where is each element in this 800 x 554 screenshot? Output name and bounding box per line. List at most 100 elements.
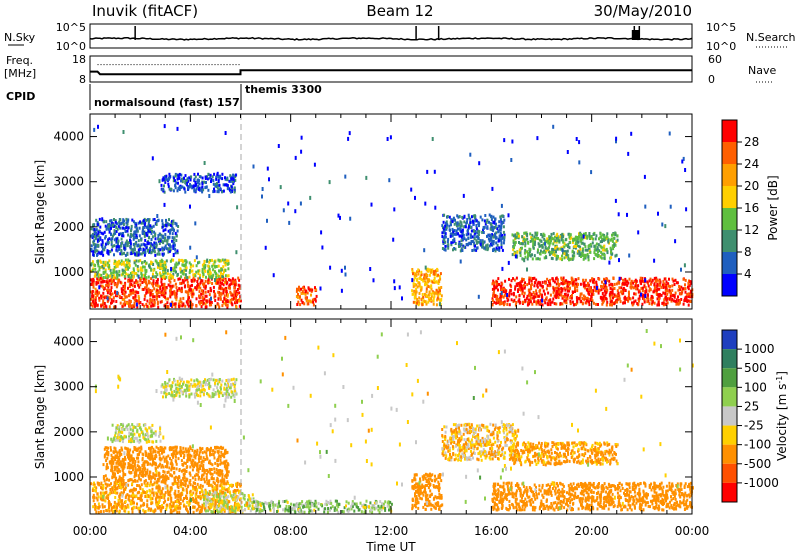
- power-cell: [150, 241, 152, 245]
- power-cell: [95, 228, 98, 232]
- power-cell: [198, 269, 201, 273]
- velocity-cell: [122, 483, 124, 486]
- power-cell: [130, 289, 132, 293]
- power-cell: [613, 243, 616, 247]
- power-cell: [217, 274, 220, 278]
- power-cell: [116, 272, 119, 276]
- power-cell: [176, 249, 179, 253]
- power-cell: [689, 293, 692, 297]
- power-cell: [516, 231, 519, 235]
- power-cell: [669, 291, 672, 295]
- power-cell: [566, 249, 569, 253]
- power-cell: [571, 282, 574, 286]
- power-echo: [210, 296, 212, 301]
- power-cell: [418, 276, 421, 280]
- power-cell: [125, 226, 128, 230]
- power-cell: [194, 180, 197, 184]
- power-echo: [575, 137, 578, 141]
- power-cell: [156, 302, 159, 306]
- velocity-cell: [118, 510, 121, 514]
- power-cell: [522, 294, 525, 298]
- power-cell: [537, 237, 539, 240]
- velocity-cell: [139, 498, 142, 502]
- velocity-cell: [186, 491, 189, 495]
- power-cell: [610, 248, 613, 252]
- power-cell: [135, 281, 138, 285]
- power-cell: [129, 245, 132, 249]
- power-cell: [421, 303, 424, 307]
- power-echo: [299, 201, 302, 206]
- power-cell: [218, 183, 221, 187]
- power-cell: [208, 303, 211, 307]
- power-cell: [102, 276, 105, 279]
- power-cell: [591, 299, 594, 303]
- power-cell: [177, 174, 180, 178]
- velocity-cell: [126, 503, 129, 507]
- power-echo: [640, 292, 642, 297]
- power-cell: [609, 303, 612, 307]
- power-cell: [681, 289, 684, 293]
- power-cell: [491, 239, 494, 243]
- power-cell: [582, 254, 585, 258]
- power-cell: [152, 224, 155, 228]
- power-cell: [173, 278, 176, 282]
- power-cell: [302, 286, 304, 290]
- power-cell: [566, 289, 569, 293]
- power-cell: [615, 282, 618, 286]
- power-cell: [131, 218, 134, 222]
- power-cell: [439, 289, 441, 293]
- power-cell: [231, 179, 234, 183]
- power-cell: [211, 175, 214, 179]
- power-cell: [175, 261, 178, 265]
- power-cell: [627, 281, 630, 285]
- power-cell: [430, 297, 433, 300]
- power-cell: [177, 302, 180, 306]
- velocity-cell: [100, 494, 103, 498]
- power-cell: [551, 277, 554, 281]
- power-cell: [93, 235, 96, 239]
- power-cell: [140, 266, 143, 270]
- power-cell: [584, 253, 587, 257]
- power-cell: [643, 297, 645, 301]
- power-cell: [207, 264, 210, 268]
- power-cell: [613, 302, 616, 306]
- power-cell: [209, 173, 212, 177]
- power-cell: [438, 287, 441, 291]
- power-cell: [477, 229, 480, 233]
- power-cell: [138, 285, 141, 289]
- power-cell: [444, 240, 447, 244]
- velocity-cell: [155, 503, 158, 507]
- power-cell: [638, 297, 641, 301]
- velocity-cell: [157, 489, 160, 493]
- power-cell: [207, 172, 210, 176]
- power-echo: [340, 268, 343, 273]
- power-cell: [497, 225, 500, 229]
- power-cell: [161, 219, 164, 223]
- power-cell: [463, 220, 466, 224]
- power-cell: [92, 285, 95, 289]
- power-cell: [579, 233, 582, 236]
- power-cell: [587, 247, 590, 251]
- velocity-cell: [137, 496, 140, 500]
- power-cell: [611, 288, 614, 292]
- power-cell: [163, 246, 166, 250]
- power-cell: [128, 273, 131, 277]
- velocity-cell: [199, 483, 202, 487]
- velocity-cell: [146, 504, 149, 508]
- power-echo: [268, 177, 270, 182]
- power-cell: [602, 252, 605, 256]
- power-cell: [425, 281, 428, 285]
- power-cell: [124, 244, 127, 248]
- power-cell: [141, 268, 144, 272]
- velocity-cell: [227, 495, 230, 499]
- power-cell: [94, 296, 97, 300]
- power-cell: [549, 303, 552, 307]
- velocity-cell: [146, 495, 149, 499]
- power-cell: [460, 230, 463, 234]
- power-echo: [172, 253, 175, 257]
- power-cell: [417, 299, 420, 303]
- power-cell: [423, 292, 426, 296]
- power-cell: [155, 296, 158, 299]
- power-cell: [644, 286, 647, 290]
- velocity-cell: [195, 497, 197, 501]
